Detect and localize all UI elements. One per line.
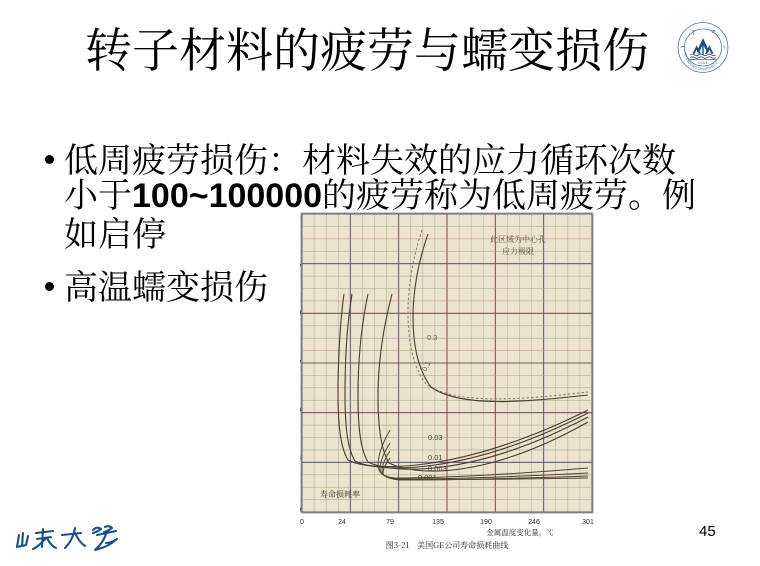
svg-text:135: 135 <box>432 519 444 526</box>
svg-text:40: 40 <box>300 310 301 317</box>
svg-text:246: 246 <box>528 519 540 526</box>
svg-text:301: 301 <box>582 519 594 526</box>
svg-text:35: 35 <box>300 358 301 365</box>
svg-text:190: 190 <box>480 519 492 526</box>
svg-text:此区域为中心孔: 此区域为中心孔 <box>490 234 546 245</box>
svg-text:46: 46 <box>300 262 301 269</box>
svg-text:91: 91 <box>300 213 301 220</box>
svg-text:0.001: 0.001 <box>418 473 437 482</box>
svg-text:24: 24 <box>338 519 346 526</box>
svg-text:79: 79 <box>386 519 394 526</box>
svg-text:0.3: 0.3 <box>427 333 437 342</box>
svg-text:0.01: 0.01 <box>428 453 443 462</box>
svg-text:金属温度变化量，℃: 金属温度变化量，℃ <box>486 527 554 538</box>
svg-text:寿命损耗率: 寿命损耗率 <box>320 489 360 500</box>
svg-text:0.003: 0.003 <box>428 464 447 473</box>
svg-text:0: 0 <box>300 519 304 526</box>
svg-text:应力极限: 应力极限 <box>502 246 534 257</box>
svg-text:24: 24 <box>300 455 301 462</box>
svg-text:1901: 1901 <box>698 61 708 65</box>
svg-text:图3-21 美国GE公司寿命损耗曲线: 图3-21 美国GE公司寿命损耗曲线 <box>386 540 509 551</box>
svg-text:0.03: 0.03 <box>428 433 443 442</box>
svg-text:0: 0 <box>300 507 301 514</box>
svg-text:79: 79 <box>300 407 301 414</box>
